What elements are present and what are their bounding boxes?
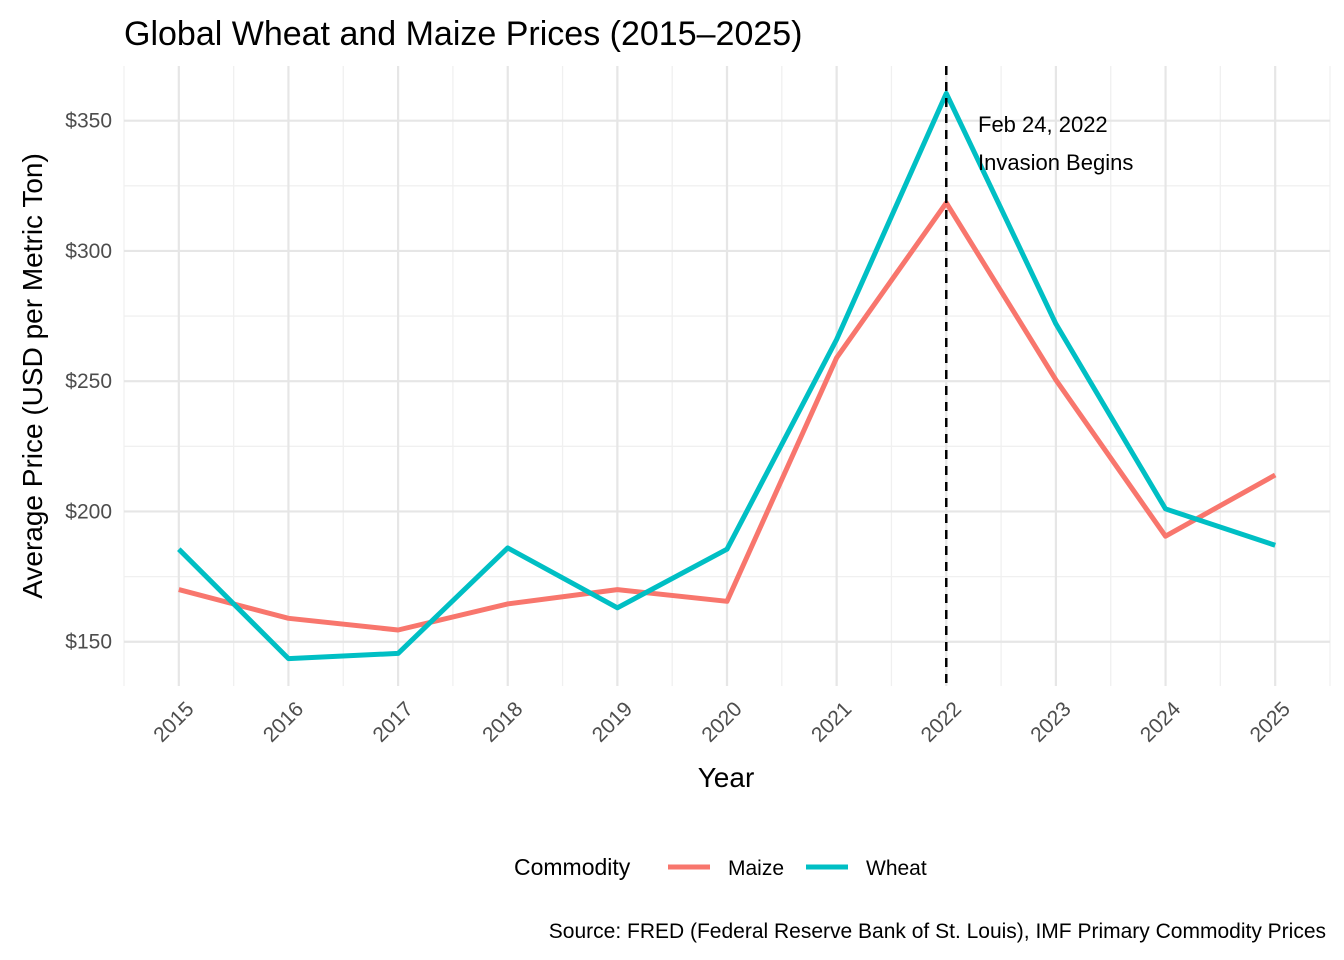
y-tick-label: $150 [65, 631, 112, 654]
x-tick-label: 2025 [1246, 697, 1295, 746]
x-axis-ticks: 2015 2016 2017 2018 2019 2020 2021 2022 2023 2024… [149, 697, 1295, 747]
annotation-event: Invasion Begins [978, 150, 1133, 175]
grid [123, 66, 1331, 686]
series-line-maize [178, 200, 1277, 633]
x-tick-label: 2023 [1026, 697, 1075, 746]
series-lines [177, 90, 1277, 662]
y-tick-label: $250 [65, 370, 112, 393]
x-tick-label: 2020 [697, 697, 746, 746]
legend: Commodity Maize Wheat [514, 854, 927, 880]
legend-title: Commodity [514, 854, 631, 880]
caption: Source: FRED (Federal Reserve Bank of St… [549, 920, 1326, 943]
x-tick-label: 2016 [259, 697, 308, 746]
legend-label-maize: Maize [728, 857, 784, 880]
y-tick-label: $350 [65, 110, 112, 133]
y-tick-label: $300 [65, 240, 112, 263]
annotation-date: Feb 24, 2022 [978, 112, 1108, 137]
y-axis-ticks: $150 $200 $250 $300 $350 [65, 110, 112, 654]
legend-label-wheat: Wheat [866, 857, 927, 880]
x-tick-label: 2021 [807, 697, 856, 746]
y-tick-label: $200 [65, 500, 112, 523]
chart-title: Global Wheat and Maize Prices (2015–2025… [124, 15, 803, 53]
series-line-wheat [177, 90, 1276, 662]
x-tick-label: 2019 [588, 697, 637, 746]
x-tick-label: 2022 [917, 697, 966, 746]
x-tick-label: 2015 [149, 697, 198, 746]
x-tick-label: 2024 [1136, 697, 1186, 747]
x-tick-label: 2018 [478, 697, 527, 746]
x-tick-label: 2017 [369, 697, 418, 746]
x-axis-title: Year [698, 762, 755, 793]
y-axis-title: Average Price (USD per Metric Ton) [17, 153, 48, 599]
